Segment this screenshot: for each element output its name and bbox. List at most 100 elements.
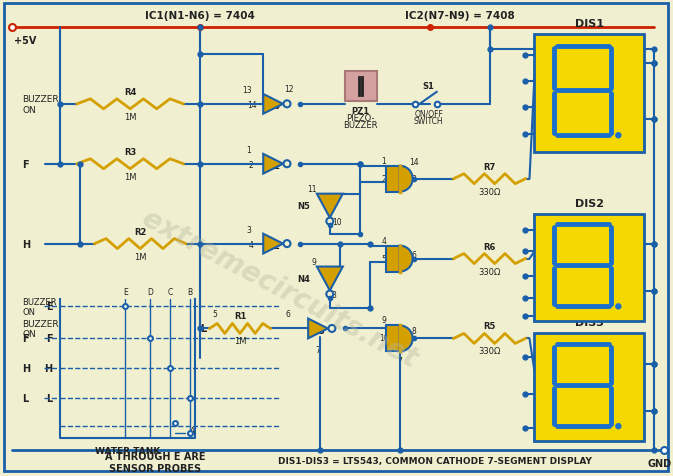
- Text: S1: S1: [423, 82, 435, 90]
- Text: 3: 3: [638, 117, 642, 122]
- Text: 9: 9: [382, 316, 386, 325]
- Text: A: A: [190, 426, 195, 435]
- Text: IC2(N7-N9) = 7408: IC2(N7-N9) = 7408: [404, 11, 514, 21]
- Text: BUZZER
ON: BUZZER ON: [22, 297, 57, 317]
- Bar: [386, 326, 400, 352]
- Text: A THROUGH E ARE
SENSOR PROBES: A THROUGH E ARE SENSOR PROBES: [105, 451, 205, 473]
- Text: ON/OFF: ON/OFF: [414, 109, 443, 119]
- Text: 1M: 1M: [124, 113, 137, 121]
- Wedge shape: [400, 326, 413, 352]
- Text: BUZZER: BUZZER: [343, 120, 378, 129]
- Text: 1M: 1M: [234, 337, 246, 346]
- Text: N7: N7: [389, 175, 402, 184]
- Text: H: H: [44, 364, 52, 374]
- Polygon shape: [317, 194, 343, 218]
- Text: 1: 1: [382, 157, 386, 165]
- Text: DIS1-DIS3 = LTS543, COMMON CATHODE 7-SEGMENT DISPLAY: DIS1-DIS3 = LTS543, COMMON CATHODE 7-SEG…: [278, 456, 592, 465]
- Text: R7: R7: [483, 162, 496, 171]
- Text: 1M: 1M: [124, 172, 137, 181]
- Text: N2: N2: [266, 242, 280, 250]
- Text: 3: 3: [246, 225, 252, 234]
- Polygon shape: [263, 155, 283, 174]
- Wedge shape: [400, 246, 413, 272]
- Text: BUZZER
ON: BUZZER ON: [22, 319, 59, 338]
- FancyBboxPatch shape: [534, 35, 644, 152]
- Text: 330Ω: 330Ω: [479, 267, 501, 276]
- Bar: [386, 246, 400, 272]
- Text: 330Ω: 330Ω: [479, 187, 501, 196]
- Text: 1: 1: [536, 313, 541, 319]
- Wedge shape: [400, 167, 413, 192]
- Text: 11: 11: [308, 184, 317, 193]
- Polygon shape: [263, 234, 283, 254]
- Text: IC1(N1-N6) = 7404: IC1(N1-N6) = 7404: [145, 11, 255, 21]
- Text: H: H: [22, 239, 30, 249]
- Text: 10: 10: [536, 132, 546, 138]
- Text: DIS1: DIS1: [575, 19, 604, 29]
- Circle shape: [616, 424, 621, 429]
- Text: 8: 8: [638, 61, 642, 67]
- Text: 3: 3: [411, 174, 416, 183]
- Text: SWITCH: SWITCH: [414, 117, 444, 126]
- Text: 330Ω: 330Ω: [479, 347, 501, 356]
- Text: D: D: [147, 287, 153, 296]
- Text: E: E: [46, 302, 52, 312]
- Text: PIEZO-: PIEZO-: [347, 114, 375, 122]
- Text: 6: 6: [536, 295, 541, 301]
- Polygon shape: [263, 95, 283, 114]
- Polygon shape: [308, 319, 328, 338]
- Text: R4: R4: [124, 88, 137, 97]
- Text: 13: 13: [242, 86, 252, 95]
- Text: 7: 7: [316, 346, 320, 355]
- Text: 7: 7: [536, 79, 541, 85]
- Text: 2: 2: [249, 161, 254, 170]
- Text: 10: 10: [332, 218, 341, 227]
- Text: 6: 6: [411, 250, 416, 259]
- Text: 1: 1: [246, 146, 251, 154]
- Text: R2: R2: [134, 227, 146, 236]
- Text: 4: 4: [536, 274, 541, 279]
- Text: 3: 3: [638, 408, 642, 414]
- Text: 12: 12: [284, 85, 293, 94]
- Text: C: C: [168, 287, 173, 296]
- Text: GND: GND: [647, 458, 672, 468]
- FancyBboxPatch shape: [345, 72, 377, 101]
- Text: 9: 9: [312, 257, 317, 266]
- Text: N6: N6: [266, 102, 280, 111]
- Text: 1M: 1M: [134, 252, 147, 261]
- Text: 6: 6: [285, 310, 290, 319]
- Text: F: F: [22, 159, 29, 169]
- Text: 3: 3: [638, 288, 642, 295]
- Text: 8: 8: [332, 290, 336, 299]
- Text: R6: R6: [483, 242, 496, 251]
- Text: 8: 8: [638, 241, 642, 248]
- Text: BUZZER
ON: BUZZER ON: [22, 95, 59, 114]
- Text: F: F: [46, 334, 52, 344]
- Polygon shape: [317, 267, 343, 291]
- Text: 8: 8: [411, 327, 416, 336]
- Text: L: L: [46, 394, 52, 404]
- Text: 9: 9: [536, 249, 541, 255]
- Text: 14: 14: [409, 158, 419, 167]
- Text: B: B: [188, 287, 192, 296]
- Text: L: L: [200, 324, 207, 334]
- Text: WATER TANK: WATER TANK: [94, 446, 160, 456]
- Text: N4: N4: [297, 275, 310, 283]
- Text: 1: 1: [536, 426, 541, 431]
- Text: 2: 2: [382, 174, 386, 183]
- Text: 9: 9: [536, 53, 541, 59]
- Text: 4: 4: [382, 236, 386, 245]
- Circle shape: [616, 304, 621, 309]
- Text: 7: 7: [397, 357, 402, 366]
- Text: 10: 10: [379, 334, 388, 343]
- Circle shape: [616, 133, 621, 139]
- Text: 14: 14: [247, 101, 256, 110]
- Text: 5: 5: [213, 310, 217, 319]
- Text: N3: N3: [311, 326, 325, 335]
- Text: 2: 2: [536, 391, 541, 397]
- Text: R3: R3: [124, 148, 136, 157]
- FancyBboxPatch shape: [534, 214, 644, 322]
- Text: 8: 8: [638, 361, 642, 367]
- Text: N5: N5: [297, 202, 310, 211]
- Text: 4: 4: [249, 240, 254, 249]
